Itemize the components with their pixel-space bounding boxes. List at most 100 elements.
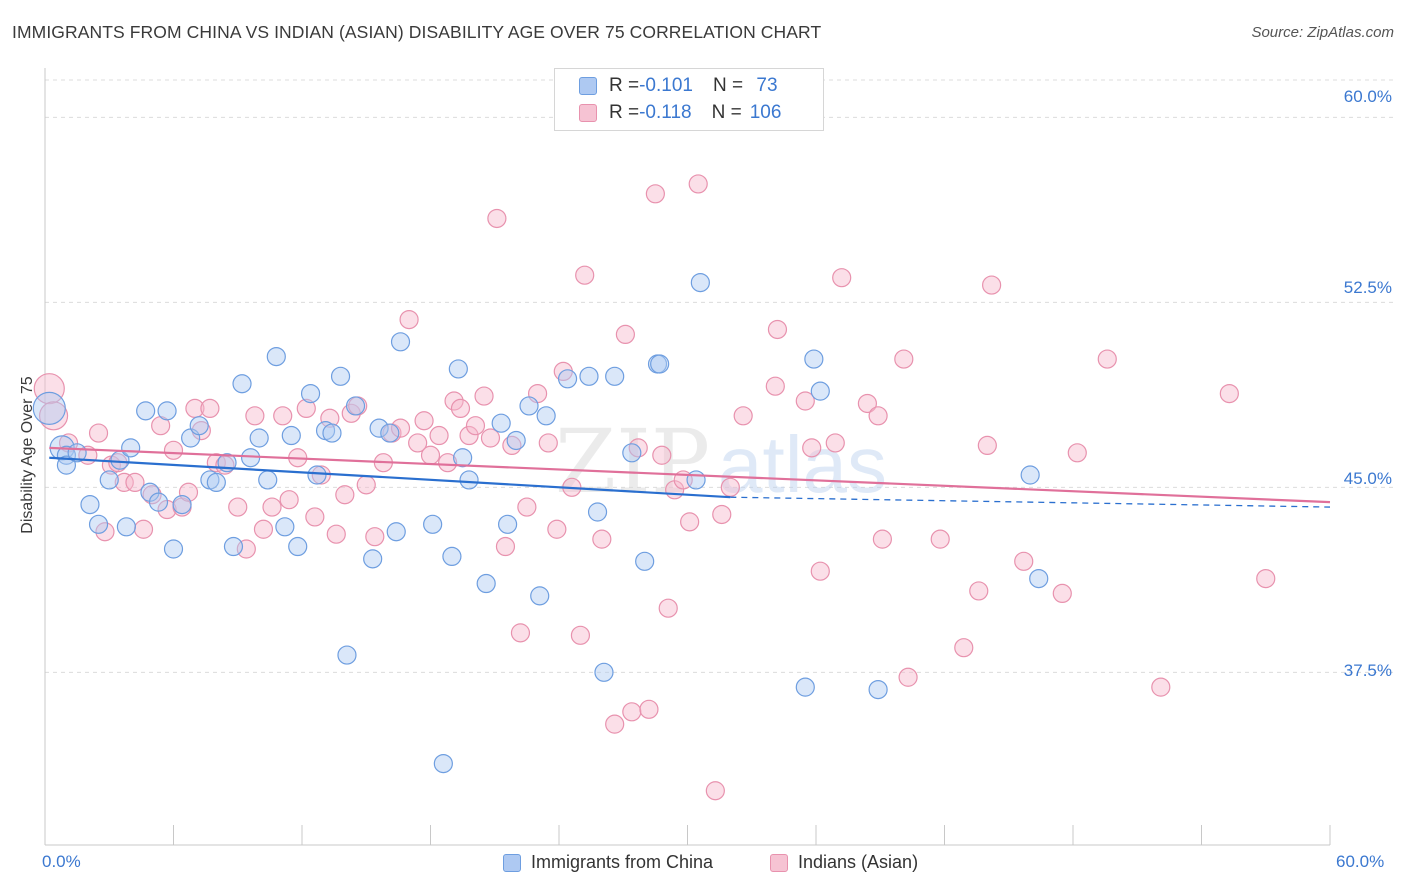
data-point xyxy=(423,514,443,534)
data-point xyxy=(720,477,740,497)
data-point xyxy=(320,408,340,428)
data-point xyxy=(594,662,614,682)
data-point xyxy=(652,445,672,465)
data-point xyxy=(536,406,556,426)
data-point xyxy=(56,455,77,475)
data-point xyxy=(80,495,100,515)
data-point xyxy=(363,549,383,569)
data-point xyxy=(380,423,400,443)
data-point xyxy=(954,638,974,658)
data-point xyxy=(810,561,830,581)
data-point xyxy=(645,184,665,204)
legend-swatch-blue xyxy=(579,77,597,95)
data-point xyxy=(1029,568,1049,589)
data-point xyxy=(579,366,599,386)
data-point xyxy=(335,485,355,505)
data-point xyxy=(498,514,518,534)
data-point xyxy=(157,401,177,421)
data-point xyxy=(249,428,269,448)
data-point xyxy=(1052,583,1072,604)
data-point xyxy=(88,514,109,534)
data-point xyxy=(200,398,220,418)
data-point xyxy=(288,536,308,557)
data-point xyxy=(337,645,357,665)
data-point xyxy=(307,465,327,485)
data-point xyxy=(438,453,458,473)
data-point xyxy=(930,529,950,549)
chart-title: IMMIGRANTS FROM CHINA VS INDIAN (ASIAN) … xyxy=(12,22,822,42)
data-point xyxy=(495,536,516,557)
data-point xyxy=(465,416,486,436)
data-point xyxy=(300,384,321,404)
data-point xyxy=(795,391,815,411)
data-point xyxy=(163,440,184,460)
x-tick-label-max: 60.0% xyxy=(1336,852,1385,871)
data-point xyxy=(680,512,700,532)
axes xyxy=(44,68,1331,846)
data-point xyxy=(172,495,192,515)
correlation-legend: R = -0.101 N = 73 R = -0.118 N = 106 xyxy=(554,68,824,131)
series-immigrants-from-china xyxy=(32,273,1049,774)
data-point xyxy=(480,428,501,448)
y-tick-label: 60.0% xyxy=(1343,87,1392,106)
data-point xyxy=(615,324,635,344)
data-point xyxy=(628,438,648,458)
bottom-legend-swatch-blue xyxy=(503,853,521,872)
data-point xyxy=(622,702,642,722)
data-point xyxy=(453,448,473,468)
legend-row-pink: R = -0.118 N = 106 xyxy=(579,101,781,125)
trend-lines xyxy=(49,446,1331,508)
data-point xyxy=(390,418,411,438)
data-point xyxy=(857,393,878,414)
bottom-legend-swatch-pink xyxy=(770,853,788,872)
bottom-legend-label-pink: Indians (Asian) xyxy=(798,852,919,872)
trend-line-blue-extension xyxy=(730,496,1331,508)
data-point xyxy=(442,546,462,567)
data-point xyxy=(688,174,708,194)
data-point xyxy=(547,519,567,539)
data-point xyxy=(281,425,301,446)
data-point xyxy=(356,475,376,495)
data-point xyxy=(810,381,830,401)
y-tick-label: 45.0% xyxy=(1343,469,1392,488)
data-point xyxy=(519,396,539,416)
data-point xyxy=(639,699,659,719)
data-point xyxy=(487,208,507,229)
watermark: atlas xyxy=(718,420,887,509)
data-point xyxy=(448,359,468,379)
data-point xyxy=(178,482,199,502)
data-point xyxy=(1151,677,1171,697)
data-point xyxy=(228,497,248,517)
data-point xyxy=(266,347,286,367)
data-point xyxy=(765,376,785,396)
legend-r-label: R = xyxy=(609,102,640,123)
bottom-legend-blue: Immigrants from China xyxy=(503,852,713,873)
data-point xyxy=(121,438,141,458)
data-point xyxy=(322,423,342,443)
data-point xyxy=(326,524,346,544)
data-point xyxy=(125,472,145,492)
bottom-legend-label-blue: Immigrants from China xyxy=(531,852,714,872)
data-point xyxy=(491,413,511,433)
data-point xyxy=(767,319,788,340)
data-point xyxy=(136,401,156,421)
legend-r-value: -0.118 xyxy=(639,102,692,123)
data-point xyxy=(575,265,595,285)
data-point xyxy=(868,679,888,700)
data-point xyxy=(459,425,479,446)
data-point xyxy=(474,386,494,406)
legend-n-label: N = xyxy=(712,75,744,96)
data-point xyxy=(977,435,997,455)
x-tick-label-min: 0.0% xyxy=(42,852,81,871)
data-point xyxy=(1014,551,1034,571)
data-point xyxy=(33,373,65,405)
series-indians-asian xyxy=(33,174,1276,801)
data-point xyxy=(38,401,69,431)
data-point xyxy=(88,423,109,443)
data-point xyxy=(1020,465,1040,485)
data-point xyxy=(245,406,265,426)
legend-swatch-pink xyxy=(579,104,597,122)
data-point xyxy=(408,433,428,453)
data-point xyxy=(433,753,453,774)
y-tick-label: 52.5% xyxy=(1343,278,1392,297)
